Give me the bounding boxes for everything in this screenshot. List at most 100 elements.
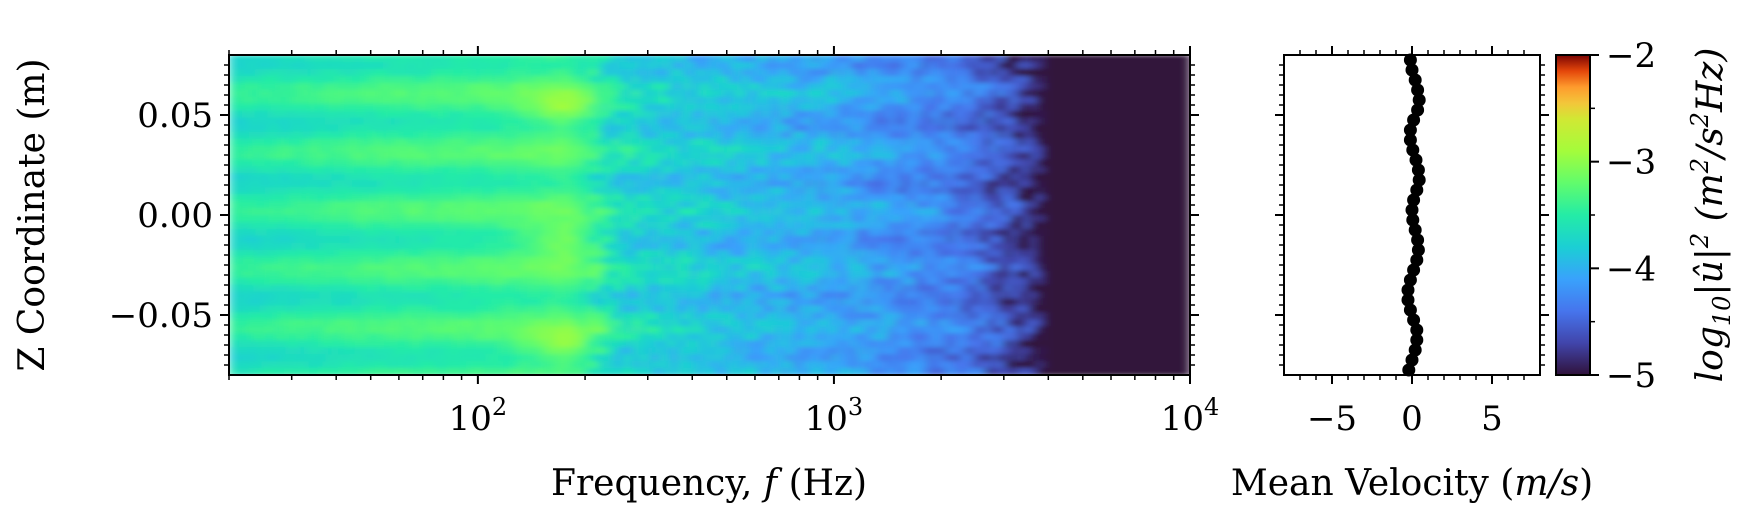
heatmap-cell xyxy=(856,284,864,293)
heatmap-cell xyxy=(401,55,409,63)
heatmap-cell xyxy=(747,291,755,300)
heatmap-cell xyxy=(651,333,659,341)
heatmap-cell xyxy=(485,277,493,286)
heatmap-cell xyxy=(414,368,422,375)
heatmap-cell xyxy=(613,354,621,362)
heatmap-cell xyxy=(261,187,269,195)
heatmap-cell xyxy=(850,55,858,63)
heatmap-cell xyxy=(728,277,736,286)
heatmap-cell xyxy=(754,89,762,98)
heatmap-cell xyxy=(478,180,486,188)
heatmap-cell xyxy=(760,284,768,293)
heatmap-cell xyxy=(844,270,852,279)
heatmap-cell xyxy=(382,166,390,174)
heatmap-cell xyxy=(914,284,922,293)
heatmap-cell xyxy=(735,131,743,140)
heatmap-cell xyxy=(427,256,435,265)
heatmap-cell xyxy=(856,354,864,362)
heatmap-cell xyxy=(376,354,384,362)
heatmap-cell xyxy=(651,75,659,84)
heatmap-cell xyxy=(421,256,429,265)
heatmap-cell xyxy=(408,277,416,286)
heatmap-cell xyxy=(914,263,922,272)
heatmap-cell xyxy=(478,201,486,209)
heatmap-cell xyxy=(523,340,531,348)
heatmap-cell xyxy=(671,277,679,286)
heatmap-cell xyxy=(728,166,736,174)
heatmap-cell xyxy=(555,347,563,355)
heatmap-cell xyxy=(664,291,672,300)
heatmap-cell xyxy=(325,166,333,174)
heatmap-cell xyxy=(895,110,903,119)
heatmap-cell xyxy=(273,124,281,133)
heatmap-cell xyxy=(645,347,653,355)
heatmap-cell xyxy=(619,61,627,70)
heatmap-cell xyxy=(747,277,755,286)
heatmap-cell xyxy=(434,361,442,369)
heatmap-cell xyxy=(498,333,506,341)
heatmap-cell xyxy=(235,96,243,105)
heatmap-cell xyxy=(440,284,448,293)
heatmap-cell xyxy=(453,208,461,216)
heatmap-cell xyxy=(434,138,442,147)
heatmap-cell xyxy=(510,173,518,181)
heatmap-cell xyxy=(703,228,711,237)
heatmap-cell xyxy=(421,312,429,320)
heatmap-cell xyxy=(587,61,595,70)
heatmap-cell xyxy=(696,249,704,258)
heatmap-cell xyxy=(658,333,666,341)
heatmap-cell xyxy=(619,215,627,223)
heatmap-cell xyxy=(703,166,711,174)
heatmap-cell xyxy=(831,298,839,307)
heatmap-cell xyxy=(427,103,435,112)
heatmap-cell xyxy=(337,221,345,230)
heatmap-cell xyxy=(747,61,755,70)
heatmap-cell xyxy=(305,131,313,140)
heatmap-cell xyxy=(357,117,365,126)
heatmap-cell xyxy=(536,326,544,334)
heatmap-cell xyxy=(581,354,589,362)
heatmap-cell xyxy=(337,347,345,355)
heatmap-cell xyxy=(786,75,794,84)
heatmap-cell xyxy=(658,284,666,293)
heatmap-cell xyxy=(498,235,506,244)
heatmap-cell xyxy=(722,124,730,133)
heatmap-cell xyxy=(658,270,666,279)
heatmap-cell xyxy=(337,138,345,147)
heatmap-cell xyxy=(453,180,461,188)
heatmap-cell xyxy=(837,124,845,133)
heatmap-cell xyxy=(504,312,512,320)
heatmap-cell xyxy=(261,117,269,126)
heatmap-cell xyxy=(318,68,326,77)
heatmap-cell xyxy=(709,68,717,77)
heatmap-cell xyxy=(408,326,416,334)
heatmap-cell xyxy=(478,159,486,167)
heatmap-cell xyxy=(818,187,826,195)
heatmap-cell xyxy=(536,152,544,160)
heatmap-cell xyxy=(555,180,563,188)
heatmap-cell xyxy=(491,305,499,313)
heatmap-cell xyxy=(812,61,820,70)
heatmap-cell xyxy=(690,173,698,181)
heatmap-cell xyxy=(337,235,345,244)
heatmap-cell xyxy=(837,68,845,77)
heatmap-cell xyxy=(722,89,730,98)
heatmap-cell xyxy=(280,228,288,237)
heatmap-cell xyxy=(741,208,749,216)
heatmap-cell xyxy=(241,194,249,202)
heatmap-cell xyxy=(606,277,614,286)
heatmap-cell xyxy=(318,312,326,320)
heatmap-cell xyxy=(369,68,377,77)
heatmap-cell xyxy=(876,138,884,147)
heatmap-cell xyxy=(779,166,787,174)
heatmap-cell xyxy=(325,75,333,84)
heatmap-cell xyxy=(728,117,736,126)
heatmap-cell xyxy=(382,68,390,77)
heatmap-cell xyxy=(600,333,608,341)
heatmap-cell xyxy=(344,368,352,375)
heatmap-cell xyxy=(261,235,269,244)
heatmap-cell xyxy=(427,75,435,84)
heatmap-cell xyxy=(466,312,474,320)
heatmap-cell xyxy=(767,368,775,375)
heatmap-cell xyxy=(273,194,281,202)
